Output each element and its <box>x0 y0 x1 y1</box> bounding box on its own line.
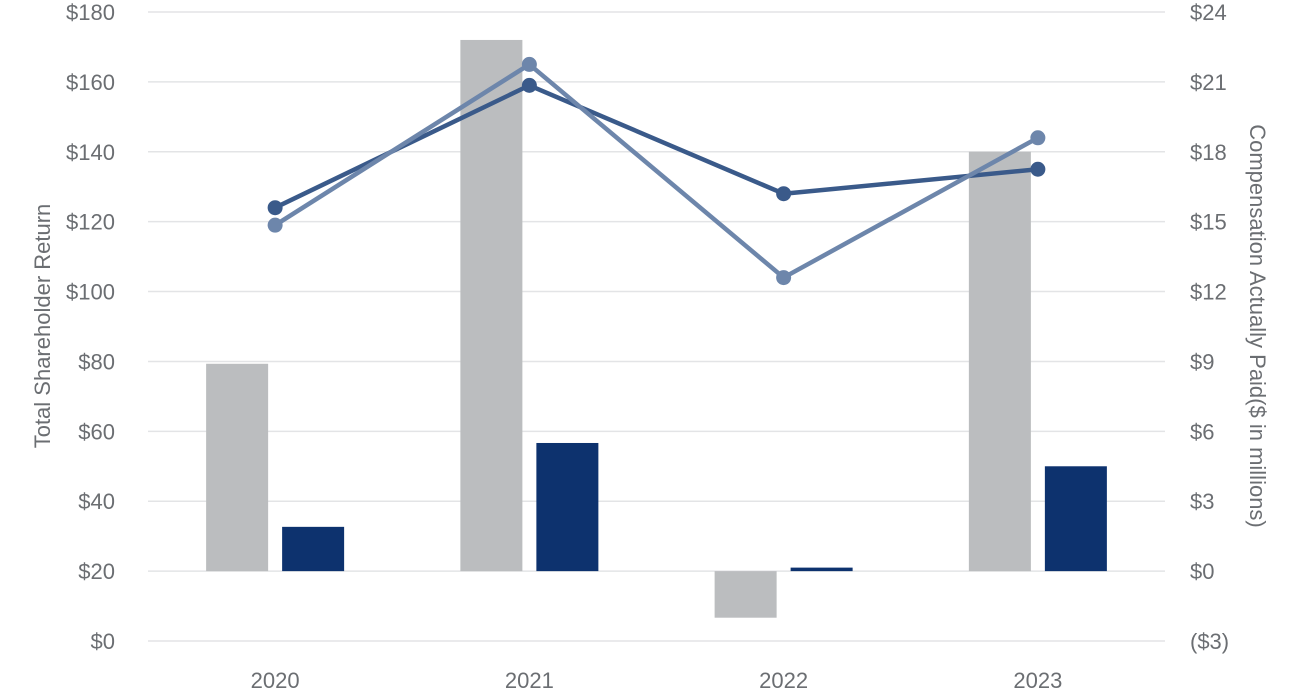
right-axis-ticks: ($3) $0 $3 $6 $9 $12 $15 $18 $21 $24 <box>1190 0 1229 654</box>
left-axis-ticks: $0 $20 $40 $60 $80 $100 $120 $140 $160 $180 <box>66 0 115 654</box>
left-tick-label: $60 <box>78 419 115 444</box>
data-point <box>521 77 537 93</box>
data-point <box>521 56 537 72</box>
left-tick-label: $120 <box>66 210 115 235</box>
bar <box>206 363 269 572</box>
left-tick-label: $40 <box>78 489 115 514</box>
x-tick-label: 2023 <box>1013 668 1062 693</box>
bar <box>714 571 777 618</box>
right-tick-label: $21 <box>1190 70 1227 95</box>
bar <box>1044 466 1107 572</box>
bars <box>206 39 1107 618</box>
data-point <box>776 270 792 286</box>
left-tick-label: $80 <box>78 349 115 374</box>
right-tick-label: $24 <box>1190 0 1227 25</box>
left-tick-label: $140 <box>66 140 115 165</box>
right-tick-label: ($3) <box>1190 629 1229 654</box>
data-point <box>776 186 792 202</box>
left-tick-label: $0 <box>91 629 115 654</box>
x-tick-label: 2022 <box>759 668 808 693</box>
x-tick-label: 2021 <box>505 668 554 693</box>
x-tick-label: 2020 <box>251 668 300 693</box>
left-tick-label: $100 <box>66 280 115 305</box>
data-point <box>1030 161 1046 177</box>
left-axis-title: Total Shareholder Return <box>30 204 55 449</box>
left-tick-label: $160 <box>66 70 115 95</box>
right-tick-label: $9 <box>1190 349 1214 374</box>
bar <box>282 526 345 572</box>
left-tick-label: $20 <box>78 559 115 584</box>
right-tick-label: $18 <box>1190 140 1227 165</box>
bar <box>460 39 523 572</box>
right-axis-title: Compensation Actually Paid($ in millions… <box>1245 124 1270 528</box>
data-point <box>267 217 283 233</box>
bar <box>536 442 599 572</box>
x-axis-ticks: 2020 2021 2022 2023 <box>251 668 1063 693</box>
right-tick-label: $6 <box>1190 419 1214 444</box>
bar <box>790 567 853 572</box>
lines <box>267 56 1046 286</box>
right-tick-label: $12 <box>1190 280 1227 305</box>
right-tick-label: $15 <box>1190 210 1227 235</box>
bar <box>968 151 1031 572</box>
left-tick-label: $180 <box>66 0 115 25</box>
right-tick-label: $3 <box>1190 489 1214 514</box>
data-point <box>1030 130 1046 146</box>
series-line <box>274 83 1039 210</box>
series-line <box>273 62 1039 280</box>
right-tick-label: $0 <box>1190 559 1214 584</box>
data-point <box>267 200 283 216</box>
